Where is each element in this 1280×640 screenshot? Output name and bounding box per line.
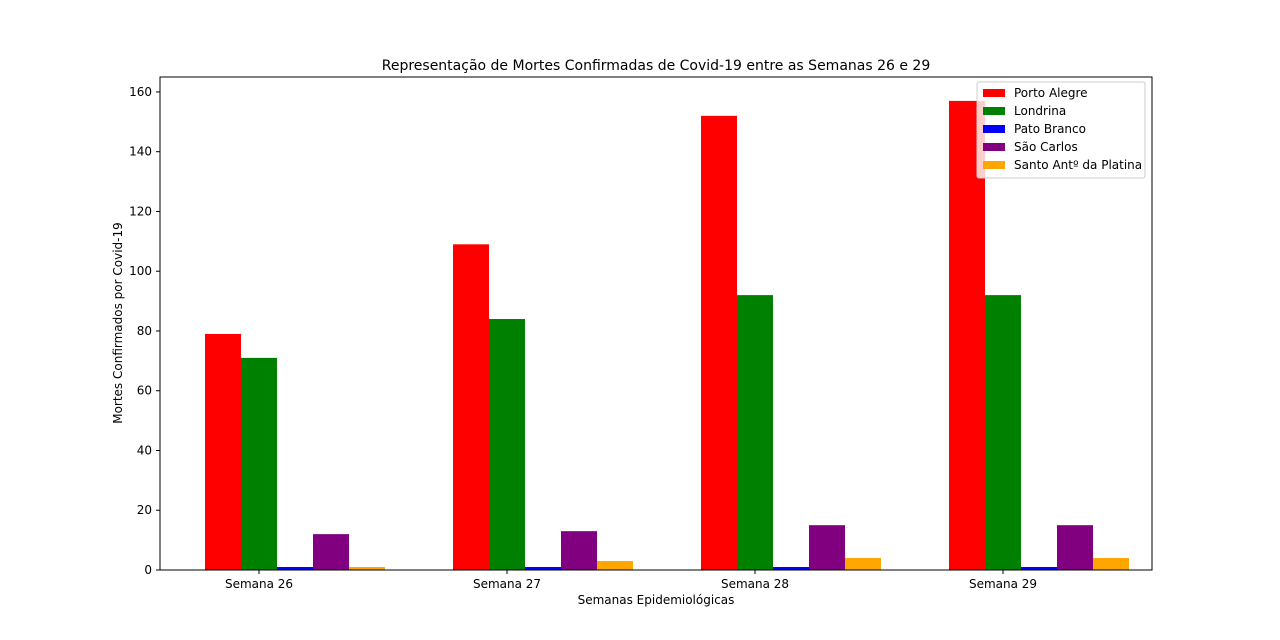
y-tick-label: 100 [129, 264, 152, 278]
bar-porto-alegre-4 [949, 100, 985, 571]
y-tick-label: 20 [137, 503, 152, 517]
legend-item-label: São Carlos [1014, 140, 1078, 154]
chart-title: Representação de Mortes Confirmadas de C… [382, 58, 931, 74]
bar-porto-alegre-3 [701, 115, 737, 571]
bar-santo-ant-da-platina-2 [597, 561, 633, 570]
legend-swatch [983, 125, 1005, 133]
bar-pato-branco-4 [1021, 567, 1057, 570]
bar-santo-ant-da-platina-4 [1093, 558, 1129, 570]
bar-s-o-carlos-2 [561, 531, 597, 570]
legend-swatch [983, 143, 1005, 151]
bar-s-o-carlos-3 [809, 525, 845, 570]
y-tick-label: 160 [129, 85, 152, 99]
bar-londrina-1 [241, 357, 277, 570]
bar-londrina-4 [985, 295, 1021, 570]
legend-item-label: Santo Antº da Platina [1014, 158, 1142, 172]
y-tick-label: 80 [137, 324, 152, 338]
x-tick-label: Semana 29 [969, 577, 1037, 591]
y-tick-label: 120 [129, 204, 152, 218]
legend-item-label: Porto Alegre [1014, 86, 1088, 100]
legend-item-label: Pato Branco [1014, 122, 1086, 136]
x-tick-label: Semana 28 [721, 577, 789, 591]
legend-swatch [983, 89, 1005, 97]
bar-porto-alegre-1 [205, 333, 241, 570]
bar-pato-branco-1 [277, 567, 313, 570]
bar-santo-ant-da-platina-1 [349, 567, 385, 570]
y-axis-label: Mortes Confirmados por Covid-19 [111, 222, 125, 424]
bar-pato-branco-2 [525, 567, 561, 570]
legend-box [976, 81, 1146, 179]
y-tick-label: 0 [144, 563, 152, 577]
bar-londrina-3 [737, 295, 773, 570]
bars-layer [205, 100, 1129, 571]
y-tick-label: 40 [137, 443, 152, 457]
legend-swatch [983, 161, 1005, 169]
bar-s-o-carlos-4 [1057, 525, 1093, 570]
x-axis-label: Semanas Epidemiológicas [578, 593, 735, 607]
y-tick-label: 140 [129, 145, 152, 159]
axes-layer: 0 20 40 60 80 100 120 140 160 Semana 26 Semana 27 S… [129, 76, 1153, 591]
legend-swatch [983, 107, 1005, 115]
plot-frame [159, 76, 1153, 571]
x-tick-label: Semana 26 [225, 577, 293, 591]
x-tick-label: Semana 27 [473, 577, 541, 591]
legend: Porto Alegre Londrina Pato Branco São Carlo… [976, 81, 1146, 179]
bar-porto-alegre-2 [453, 244, 489, 570]
bar-s-o-carlos-1 [313, 534, 349, 570]
bar-londrina-2 [489, 319, 525, 570]
y-tick-label: 60 [137, 384, 152, 398]
bar-pato-branco-3 [773, 567, 809, 570]
bar-santo-ant-da-platina-3 [845, 558, 881, 570]
legend-item-label: Londrina [1014, 104, 1066, 118]
